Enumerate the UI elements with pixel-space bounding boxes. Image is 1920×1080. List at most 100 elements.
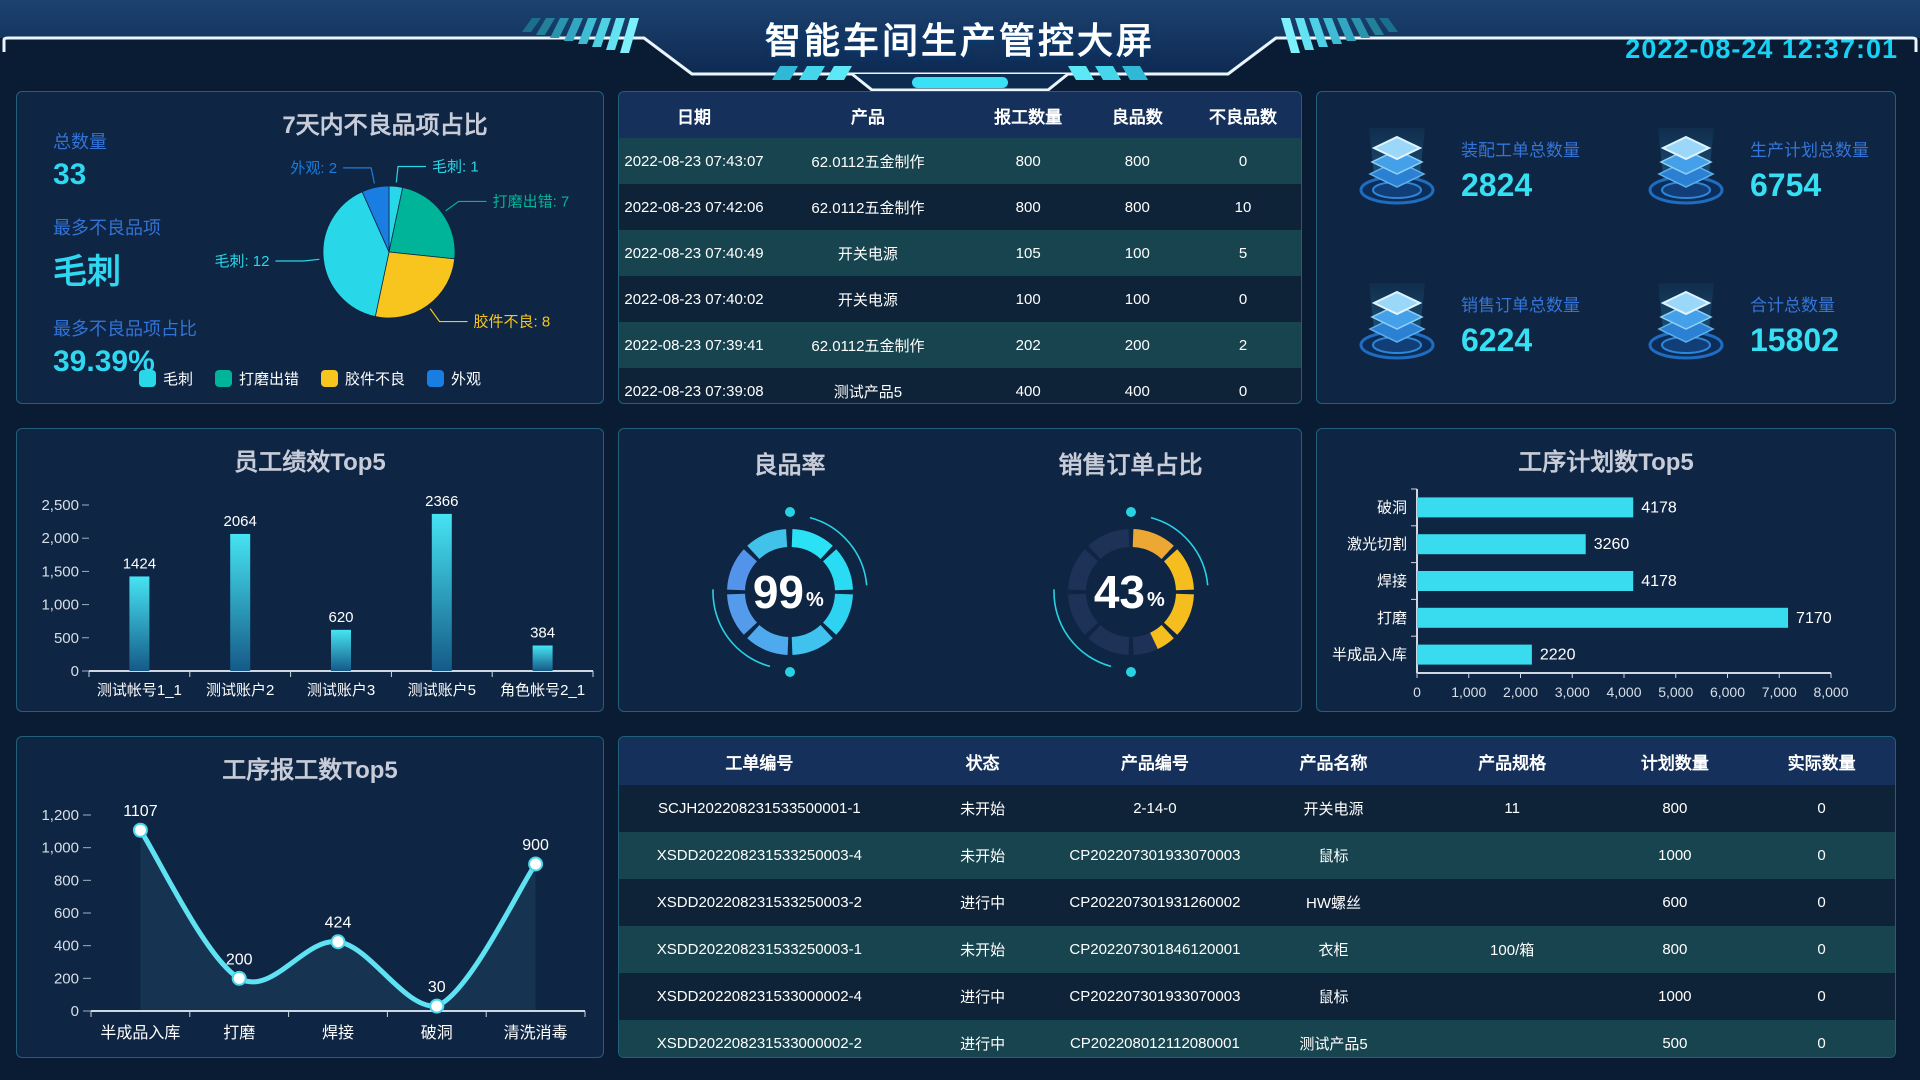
chart-text: 7,000 [1762, 684, 1797, 700]
legend-label: 打磨出错 [238, 371, 299, 388]
table-cell: 0 [1238, 382, 1248, 400]
process-plan-bar-chart: 0 1,000 2,000 3,000 4,000 5,000 6,000 7,000 8,00… [1332, 488, 1849, 700]
table-cell: 测试产品5 [833, 383, 903, 401]
table-row: XSDD202208231533000002-4 进行中 CP20220730193… [619, 973, 1895, 1020]
chart-text: % [1147, 589, 1165, 611]
chart-text: 2064 [224, 513, 257, 530]
panel-title: 工序计划数Top5 [1518, 449, 1694, 476]
chart-text: 外观: 2 [290, 160, 337, 177]
table-cell: XSDD202208231533250003-1 [656, 941, 862, 958]
table-cell: 600 [1662, 894, 1688, 911]
chart-text: 0 [71, 663, 79, 680]
table-cell: SCJH202208231533500001-1 [658, 800, 861, 817]
chart-text: 600 [54, 905, 79, 922]
table-cell: CP202207301933070003 [1069, 847, 1241, 864]
table-cell: 800 [1015, 152, 1041, 170]
layers-icon [1648, 283, 1724, 360]
bar [129, 576, 150, 671]
gauge-segment [822, 549, 853, 591]
gauge-segment [1132, 529, 1174, 559]
table-cell: 开关电源 [837, 245, 898, 263]
chart-text: 200 [54, 970, 79, 987]
header-dash [772, 66, 798, 80]
dashboard-grid: 7天内不良品项占比 总数量 33 最多不良品项 毛刺 最多不良品项占比 39.39% 毛刺… [0, 66, 1920, 1058]
table-cell: HW螺丝 [1306, 895, 1362, 912]
table-cell: 400 [1124, 382, 1150, 400]
stat-card: 合计总数量 15802 [1606, 248, 1895, 404]
column-header: 产品编号 [1065, 737, 1245, 785]
layers-icon [1359, 127, 1435, 205]
chart-text: 2366 [425, 493, 458, 510]
panel-title: 工序报工数Top5 [222, 757, 398, 784]
column-header: 报工数量 [966, 92, 1090, 138]
table-cell: 衣柜 [1318, 942, 1349, 959]
process-report-line-chart: 0 200 400 600 800 1,000 1,200 1107 半成品入库 200 打磨 424… [41, 803, 586, 1042]
gauge-segment [785, 527, 790, 550]
legend-item: 打磨出错 [214, 368, 299, 389]
table-cell: 200 [1124, 336, 1150, 354]
stat-value: 15802 [1750, 322, 1839, 359]
bar [431, 513, 452, 671]
table-cell: 62.0112五金制作 [811, 199, 925, 217]
table-cell [1423, 879, 1602, 926]
column-header: 产品 [769, 92, 967, 138]
legend-chip [321, 370, 338, 387]
defect-stat-value: 33 [53, 158, 87, 191]
header-stripe [1309, 18, 1328, 47]
table-cell: 0 [1817, 1035, 1826, 1052]
header-stripe [578, 18, 597, 44]
chart-text: 4178 [1641, 499, 1677, 516]
chart-text: 200 [226, 951, 253, 968]
table-row: 2022-08-23 07:39:41 62.0112五金制作 202 200 2 [619, 322, 1301, 368]
chart-text: 3260 [1594, 536, 1630, 553]
data-point [429, 998, 445, 1014]
column-header: 日期 [619, 92, 770, 138]
stat-label: 生产计划总数量 [1750, 140, 1869, 160]
stat-card: 销售订单总数量 6224 [1317, 248, 1606, 404]
stat-value: 6224 [1461, 322, 1533, 359]
chart-text: 500 [54, 630, 79, 647]
chart-text: 破洞 [421, 1024, 453, 1042]
gauge-segment [726, 549, 757, 591]
chart-text: 1,000 [1451, 684, 1486, 700]
chart-text: 800 [54, 872, 79, 889]
chart-text: 0 [1413, 684, 1421, 700]
chart-text: 测试账户3 [307, 682, 375, 699]
gauge-dot [1125, 507, 1136, 517]
pie-label-line [343, 167, 376, 184]
header-stripe [1295, 18, 1314, 50]
table-cell: 开关电源 [1303, 801, 1364, 818]
gauge-segment [726, 593, 757, 635]
table-cell: 1000 [1658, 988, 1692, 1005]
table-cell: 5 [1238, 244, 1248, 262]
bar [331, 629, 351, 671]
table-cell: 100/箱 [1490, 942, 1535, 959]
pie-label-line [429, 308, 468, 323]
datetime-display: 2022-08-24 12:37:01 [1625, 34, 1898, 64]
table-row: SCJH202208231533500001-1 未开始 2-14-0 开关电源 11 8… [619, 785, 1895, 832]
gauges-panel: 良品率 销售订单占比 99% 43% [618, 428, 1302, 712]
chart-text: 43 [1093, 566, 1144, 618]
column-header: 良品数 [1089, 92, 1186, 138]
legend-item: 毛刺 [138, 368, 193, 389]
icon-layer [1370, 304, 1424, 331]
gauge-segment [1067, 593, 1098, 635]
legend-chip [138, 370, 156, 387]
chart-text: 1,500 [41, 563, 79, 580]
column-header: 工单编号 [619, 737, 900, 785]
gauge-decoration [1150, 516, 1209, 586]
header-stripe [536, 18, 555, 35]
chart-text: 打磨 [1377, 610, 1407, 627]
chart-text: 3,000 [1555, 684, 1590, 700]
table-cell: 0 [1817, 847, 1826, 864]
table-row: XSDD202208231533000002-2 进行中 CP20220801211… [619, 1020, 1895, 1057]
gauge-title-sales-ratio: 销售订单占比 [1058, 452, 1203, 479]
table-cell: CP202207301846120001 [1069, 941, 1241, 958]
table-cell: 2022-08-23 07:40:49 [624, 244, 764, 262]
table-cell: 0 [1238, 152, 1248, 170]
header-dash [826, 66, 852, 80]
stat-label: 装配工单总数量 [1461, 140, 1580, 160]
header-stripe [1337, 18, 1356, 41]
table-cell: CP202208012112080001 [1069, 1035, 1240, 1052]
header-stripe [564, 18, 583, 41]
